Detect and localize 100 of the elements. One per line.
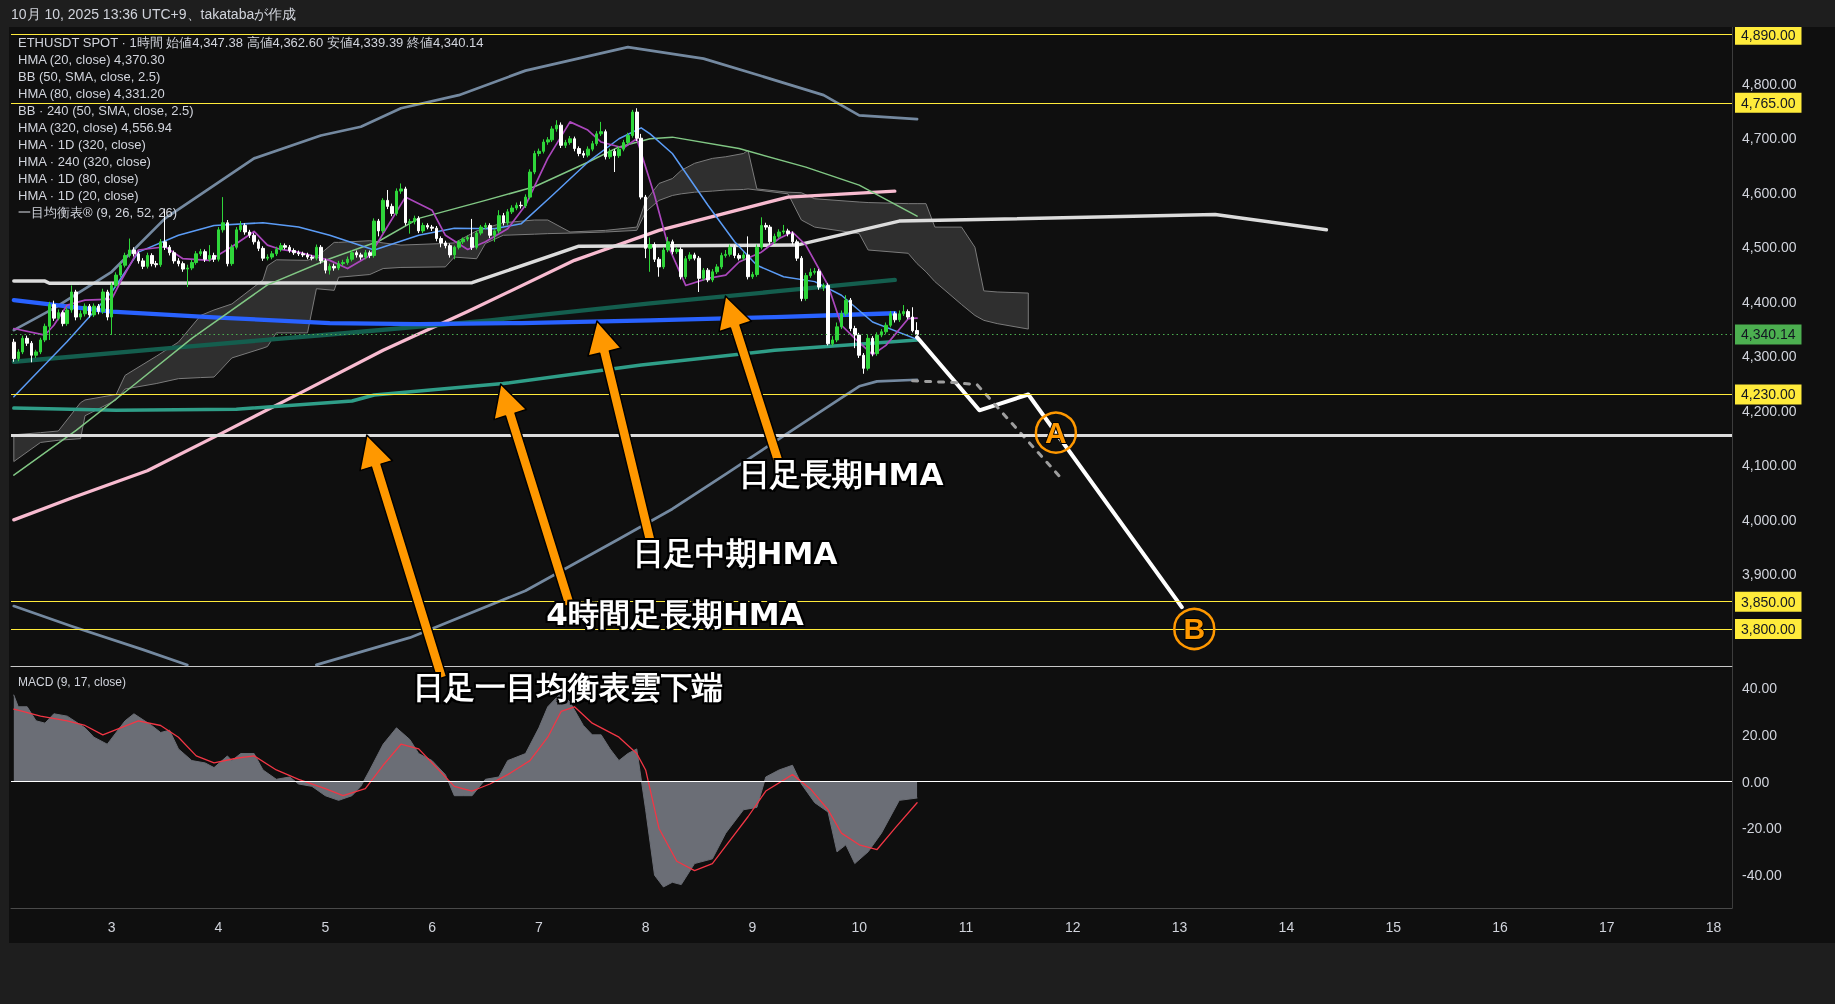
candlestick [648,236,652,273]
line-series [12,121,918,356]
x-tick-label: 15 [1385,919,1402,935]
text: ETHUSDT SPOT · 1時間 始値4,347.38 高値4,362.60 安値4,339.39 終値4,340.14 [18,34,484,51]
candlestick [74,289,78,321]
candlestick [613,148,616,173]
y-tick-label: 4,700.00 [1742,130,1797,147]
candlestick [194,250,198,266]
y-tick-label: 0.00 [1742,773,1770,790]
line-series [13,706,918,872]
y-tick-label: 4,000.00 [1742,511,1797,528]
candlestick [488,222,492,239]
annotation: 4時間足長期HMA [546,595,804,632]
candlestick [372,217,376,259]
annotation: 日足一目均衡表雲下端 [413,668,723,705]
annotation: HMA (20, close) 4,370.30 [18,51,165,68]
candlestick [270,250,274,260]
line-series [11,298,897,327]
y-tick-label: 4,600.00 [1742,184,1797,201]
x-tick-label: 12 [1065,919,1081,935]
candlestick [106,289,109,321]
line-series [12,338,919,413]
candlestick [292,247,296,256]
candlestick [92,302,96,318]
candlestick [12,338,16,363]
chart-subtitle: 10月 10, 2025 13:36 UTC+9、takatabaが作成 [11,6,297,23]
candlestick [359,252,363,261]
x-tick-label: 18 [1705,919,1722,935]
candlestick [804,272,808,302]
candlestick [310,254,314,261]
y-tick-label: 20.00 [1742,726,1778,743]
candlestick [328,263,331,276]
candlestick [203,248,207,263]
candlestick [502,212,505,226]
ref-line-label: 3,850.00 [1741,593,1796,610]
annotation: HMA (80, close) 4,331.20 [18,85,165,102]
line-series [11,277,897,364]
candlestick [671,239,674,255]
ref-line-label: 4,890.00 [1741,26,1796,43]
candlestick [706,267,710,283]
text: MACD (9, 17, close) [18,674,127,691]
x-tick-label: 6 [428,919,437,935]
candlestick [279,242,283,253]
candlestick [697,255,701,293]
candlestick [61,310,65,327]
candlestick [350,249,354,262]
candlestick [283,242,287,250]
candlestick [332,263,336,272]
candlestick [768,224,772,246]
candlestick [813,267,816,276]
candlestick [101,288,105,315]
y-tick-label: 4,300.00 [1742,348,1797,365]
candlestick [421,222,425,234]
ref-line-label: 4,340.14 [1741,326,1796,343]
y-tick-label: -40.00 [1742,867,1782,884]
y-tick-label: 4,500.00 [1742,239,1797,256]
candlestick [52,300,56,322]
candlestick [604,129,607,160]
candlestick [408,218,412,235]
annotation: 日足中期HMA [632,534,838,571]
candlestick [826,282,830,346]
candlestick [875,331,879,357]
candlestick [146,252,149,270]
candlestick [88,303,91,319]
x-tick-label: 3 [107,919,116,935]
candlestick [301,251,305,258]
candlestick [181,260,185,273]
annotation: HMA (320, close) 4,556.94 [18,119,172,136]
annotation: 日足長期HMA [738,455,944,492]
candlestick [368,250,372,259]
ref-line-label: 3,800.00 [1741,620,1796,637]
annotation: BB (50, SMA, close, 2.5) [18,68,161,85]
x-tick-label: 10 [851,919,868,935]
candlestick [159,238,162,268]
candlestick [608,148,612,160]
candlestick [822,282,825,292]
candlestick [83,302,87,318]
candlestick [315,244,318,261]
ref-line-label: 4,765.00 [1741,94,1796,111]
candlestick [448,242,452,259]
candlestick [777,228,781,240]
candlestick [568,135,572,146]
candlestick [586,145,590,158]
candlestick [871,335,874,357]
y-tick-label: 4,400.00 [1742,293,1797,310]
x-tick-label: 4 [214,919,223,935]
x-tick-label: 14 [1278,919,1295,935]
candlestick [675,246,679,255]
x-tick-label: 8 [641,919,650,935]
candlestick [208,244,211,262]
x-tick-label: 7 [534,919,543,935]
y-tick-label: -20.00 [1742,820,1782,837]
annotation: HMA · 240 (320, close) [18,153,151,170]
candlestick [226,219,229,267]
candlestick [728,244,732,258]
candlestick [470,218,474,251]
candlestick [243,222,247,236]
x-tick-label: 11 [958,919,974,935]
ref-line-label: 4,230.00 [1741,386,1796,403]
candlestick [404,186,407,226]
